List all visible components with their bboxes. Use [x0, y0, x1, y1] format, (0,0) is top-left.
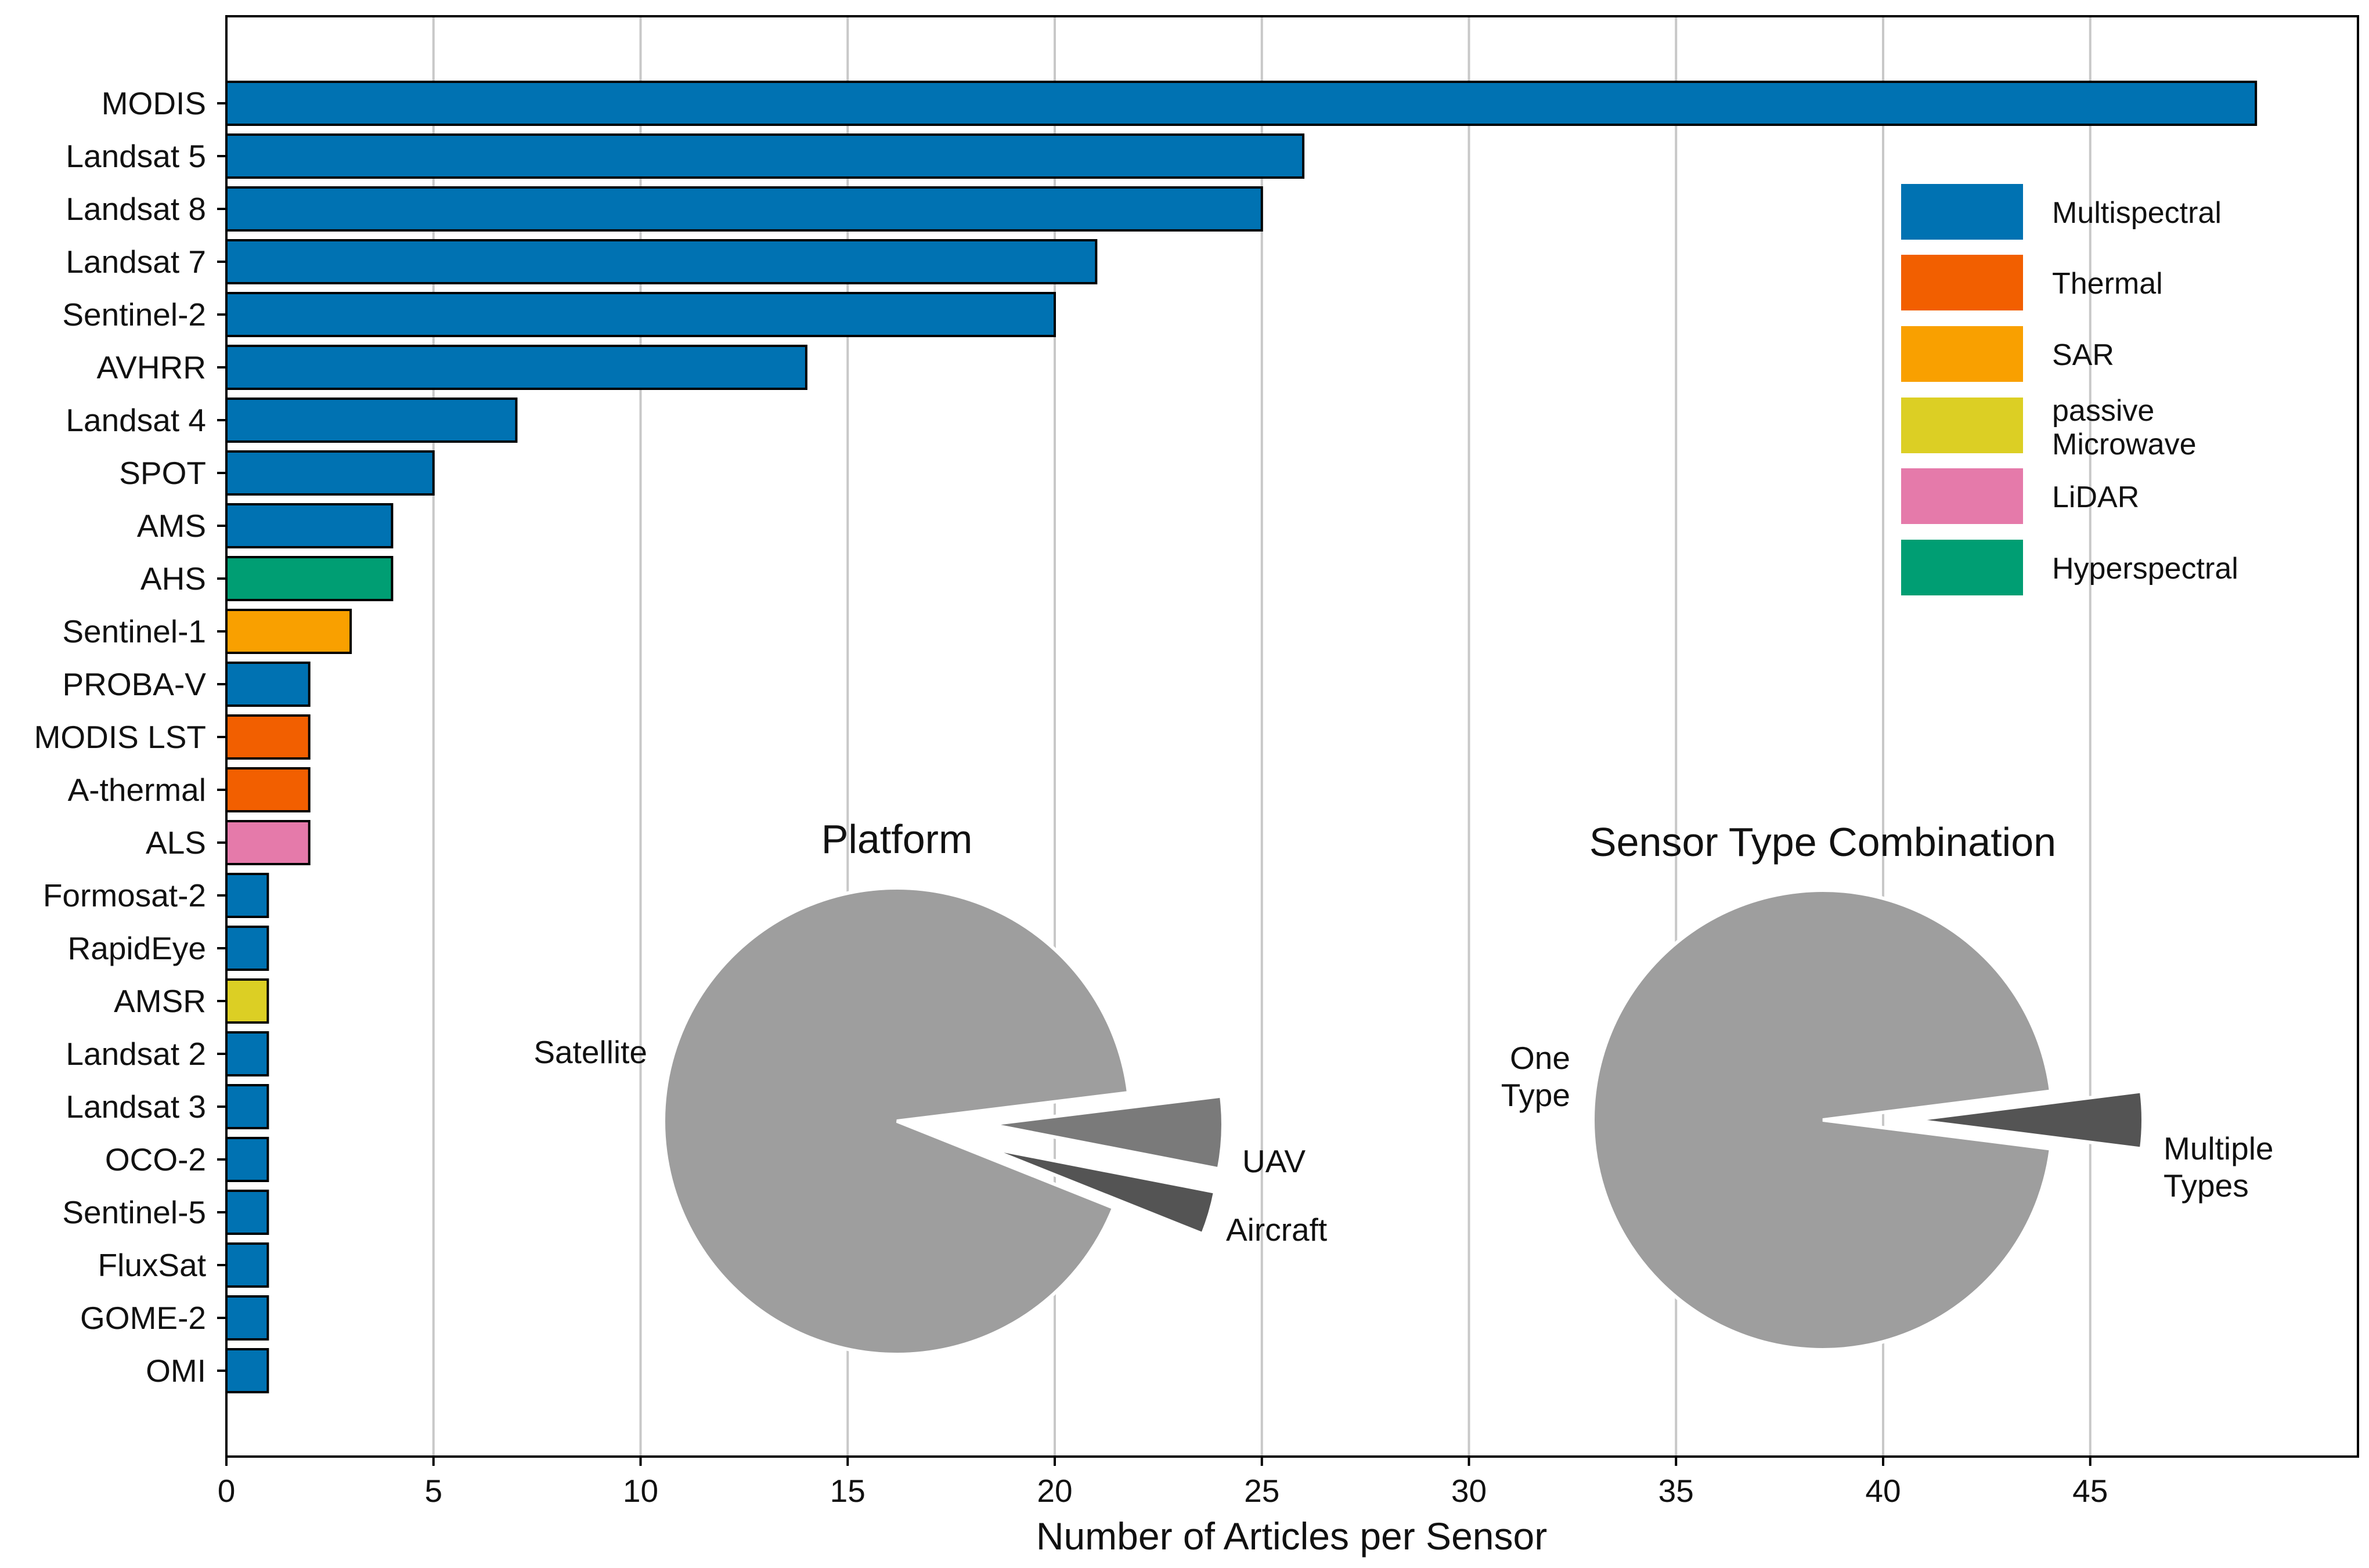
y-label-sentinel-5: Sentinel-5 — [62, 1194, 206, 1230]
bar-omi — [225, 1348, 269, 1393]
pie-label-multiple-types-line2: Types — [2164, 1168, 2249, 1204]
bar-landsat-2 — [225, 1031, 269, 1076]
bar-landsat-8 — [225, 186, 1263, 232]
y-label-sentinel-2: Sentinel-2 — [62, 297, 206, 333]
y-label-modis-lst: MODIS LST — [34, 719, 206, 755]
bar-proba-v — [225, 662, 311, 707]
x-tick-label-25: 25 — [1244, 1473, 1279, 1509]
y-label-sentinel-1: Sentinel-1 — [62, 613, 206, 649]
y-label-landsat-4: Landsat 4 — [66, 402, 206, 438]
y-label-rapideye: RapidEye — [68, 930, 206, 966]
y-label-gome-2: GOME-2 — [80, 1300, 206, 1336]
y-axis-category-labels: MODIS Landsat 5 Landsat 8 Landsat 7 Sentinel… — [34, 85, 226, 1389]
pie-slice-uav — [985, 1146, 1217, 1237]
x-tick-label-35: 35 — [1658, 1473, 1694, 1509]
legend-label-passive-microwave-line2: Microwave — [2052, 428, 2197, 461]
pie-label-one-type-line2: Type — [1501, 1077, 1570, 1113]
y-label-formosat-2: Formosat-2 — [43, 877, 206, 913]
x-tick-label-15: 15 — [830, 1473, 866, 1509]
legend-swatch-multispectral — [1901, 184, 2023, 240]
platform-pie: Platform Satellite UAV Aircraft — [533, 816, 1327, 1356]
x-axis: 0 5 10 15 20 25 30 35 40 45 — [218, 1457, 2108, 1509]
y-label-landsat-3: Landsat 3 — [66, 1089, 206, 1125]
pie-slice-satellite — [662, 886, 1131, 1356]
bar-rapideye — [225, 926, 269, 971]
x-tick-label-5: 5 — [424, 1473, 442, 1509]
bar-sentinel-5 — [225, 1190, 269, 1235]
legend-label-hyperspectral: Hyperspectral — [2052, 552, 2238, 586]
y-label-spot: SPOT — [119, 455, 206, 491]
bar-ams — [225, 503, 394, 548]
bar-landsat-4 — [225, 398, 518, 443]
platform-pie-title: Platform — [821, 816, 973, 862]
pie-slice-multiple-types — [1913, 1089, 2145, 1151]
x-tick-label-10: 10 — [623, 1473, 658, 1509]
legend-label-multispectral: Multispectral — [2052, 196, 2222, 230]
pie-label-one-type: One — [1510, 1040, 1570, 1076]
bar-modis-lst — [225, 714, 311, 760]
bar-amsr — [225, 978, 269, 1024]
bar-landsat-7 — [225, 239, 1098, 284]
y-label-modis: MODIS — [102, 85, 206, 121]
bar-gome-2 — [225, 1295, 269, 1341]
x-tick-label-20: 20 — [1037, 1473, 1072, 1509]
y-label-als: ALS — [146, 825, 206, 861]
y-label-ahs: AHS — [140, 561, 206, 597]
bar-formosat-2 — [225, 873, 269, 918]
y-label-a-thermal: A-thermal — [68, 772, 206, 808]
y-label-amsr: AMSR — [114, 983, 206, 1019]
sensor-type-pie-title: Sensor Type Combination — [1589, 819, 2056, 865]
legend-swatch-lidar — [1901, 468, 2023, 524]
legend-label-passive-microwave: passive — [2052, 394, 2154, 428]
bar-oco-2 — [225, 1137, 269, 1182]
y-label-fluxsat: FluxSat — [98, 1247, 206, 1283]
bar-fluxsat — [225, 1242, 269, 1288]
legend-label-sar: SAR — [2052, 338, 2114, 372]
y-label-landsat-5: Landsat 5 — [66, 138, 206, 174]
y-label-proba-v: PROBA-V — [62, 666, 206, 702]
x-tick-label-30: 30 — [1451, 1473, 1487, 1509]
pie-slice-one-type — [1591, 888, 2053, 1352]
pie-label-multiple-types: Multiple — [2164, 1130, 2274, 1166]
pie-label-aircraft: Aircraft — [1226, 1212, 1327, 1248]
x-axis-title: Number of Articles per Sensor — [1036, 1515, 1547, 1558]
y-label-oco-2: OCO-2 — [105, 1141, 206, 1177]
bar-series — [225, 81, 2258, 1393]
y-label-omi: OMI — [146, 1353, 206, 1389]
y-label-landsat-2: Landsat 2 — [66, 1036, 206, 1072]
bar-avhrr — [225, 345, 807, 390]
pie-label-satellite: Satellite — [533, 1034, 647, 1070]
bar-modis — [225, 81, 2258, 126]
x-tick-label-0: 0 — [218, 1473, 236, 1509]
y-label-landsat-7: Landsat 7 — [66, 244, 206, 280]
legend-swatch-hyperspectral — [1901, 540, 2023, 595]
y-label-ams: AMS — [137, 508, 206, 544]
legend-swatch-passive-microwave — [1901, 398, 2023, 453]
y-label-avhrr: AVHRR — [97, 349, 206, 385]
x-tick-label-40: 40 — [1865, 1473, 1901, 1509]
bar-als — [225, 820, 311, 865]
legend-swatch-thermal — [1901, 255, 2023, 310]
legend-swatch-sar — [1901, 326, 2023, 382]
bar-ahs — [225, 556, 394, 601]
y-label-landsat-8: Landsat 8 — [66, 191, 206, 227]
bar-sentinel-2 — [225, 292, 1056, 337]
pie-label-uav: UAV — [1242, 1143, 1306, 1179]
bar-sentinel-1 — [225, 609, 352, 654]
bar-a-thermal — [225, 767, 311, 812]
bar-landsat-3 — [225, 1084, 269, 1129]
x-tick-label-45: 45 — [2072, 1473, 2108, 1509]
bar-landsat-5 — [225, 133, 1305, 179]
bar-spot — [225, 450, 435, 496]
legend-label-thermal: Thermal — [2052, 267, 2163, 301]
pie-slice-aircraft — [989, 1094, 1225, 1171]
legend-label-lidar: LiDAR — [2052, 480, 2139, 514]
